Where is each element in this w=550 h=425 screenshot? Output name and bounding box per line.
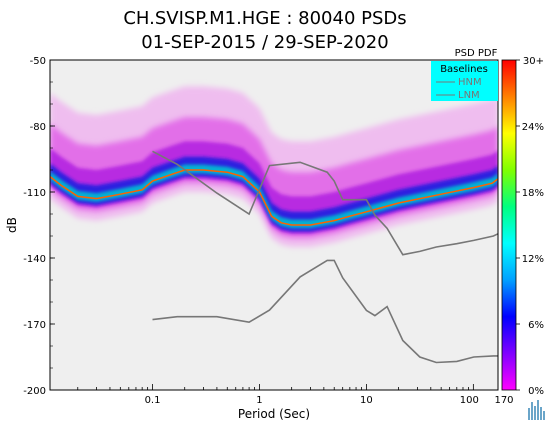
- legend-box: [431, 61, 498, 101]
- colorbar-tick-label: 30+: [523, 56, 544, 67]
- x-tick-label: 0.1: [145, 395, 161, 406]
- plot-frame: [49, 59, 499, 391]
- legend-title: Baselines: [440, 64, 488, 75]
- y-tick-label: -80: [30, 122, 46, 133]
- psd-pdf-density: [50, 86, 498, 248]
- y-axis-label: dB: [5, 217, 19, 233]
- x-tick-label: 1: [256, 395, 262, 406]
- legend-lnm-label: LNM: [458, 90, 480, 101]
- x-axis-label: Period (Sec): [238, 407, 310, 421]
- x-tick-label: 100: [460, 395, 479, 406]
- y-tick-label: -50: [30, 56, 46, 67]
- axis-ticks: 0.1 1 10 100 170 -50 -80 -110 -140 -170 -200: [23, 56, 513, 406]
- y-tick-label: -200: [23, 386, 46, 397]
- colorbar-tick-label: 12%: [522, 254, 544, 265]
- series-lnm-line: [152, 259, 498, 364]
- legend: Baselines HNM LNM: [431, 61, 498, 101]
- colorbar-tick-label: 0%: [528, 386, 544, 397]
- x-tick-label: 10: [360, 395, 373, 406]
- chart-title-line2: 01-SEP-2015 / 29-SEP-2020: [141, 32, 388, 53]
- y-tick-label: -170: [23, 320, 46, 331]
- colorbar-ticks: 30+ 24% 18% 12% 6% 0%: [516, 56, 544, 397]
- y-tick-label: -140: [23, 254, 46, 265]
- colorbar-tick-label: 24%: [522, 122, 544, 133]
- legend-hnm-label: HNM: [458, 77, 482, 88]
- colorbar-gradient: [501, 59, 517, 391]
- colorbar-title: PSD PDF: [455, 48, 498, 59]
- series-hnm-line: [152, 150, 498, 256]
- colorbar-tick-label: 18%: [522, 188, 544, 199]
- y-tick-label: -110: [23, 188, 46, 199]
- chart-title-line1: CH.SVISP.M1.HGE : 80040 PSDs: [123, 8, 406, 29]
- colorbar-tick-label: 6%: [528, 320, 544, 331]
- x-tick-label: 170: [494, 395, 513, 406]
- pdf-band-peak: [50, 164, 498, 229]
- baseline-curves: [152, 150, 498, 364]
- pdf-mode-line: [50, 169, 498, 226]
- colorbar: PSD PDF 30+ 24% 18% 12% 6% 0%: [455, 48, 544, 397]
- logo-icon: [528, 400, 545, 420]
